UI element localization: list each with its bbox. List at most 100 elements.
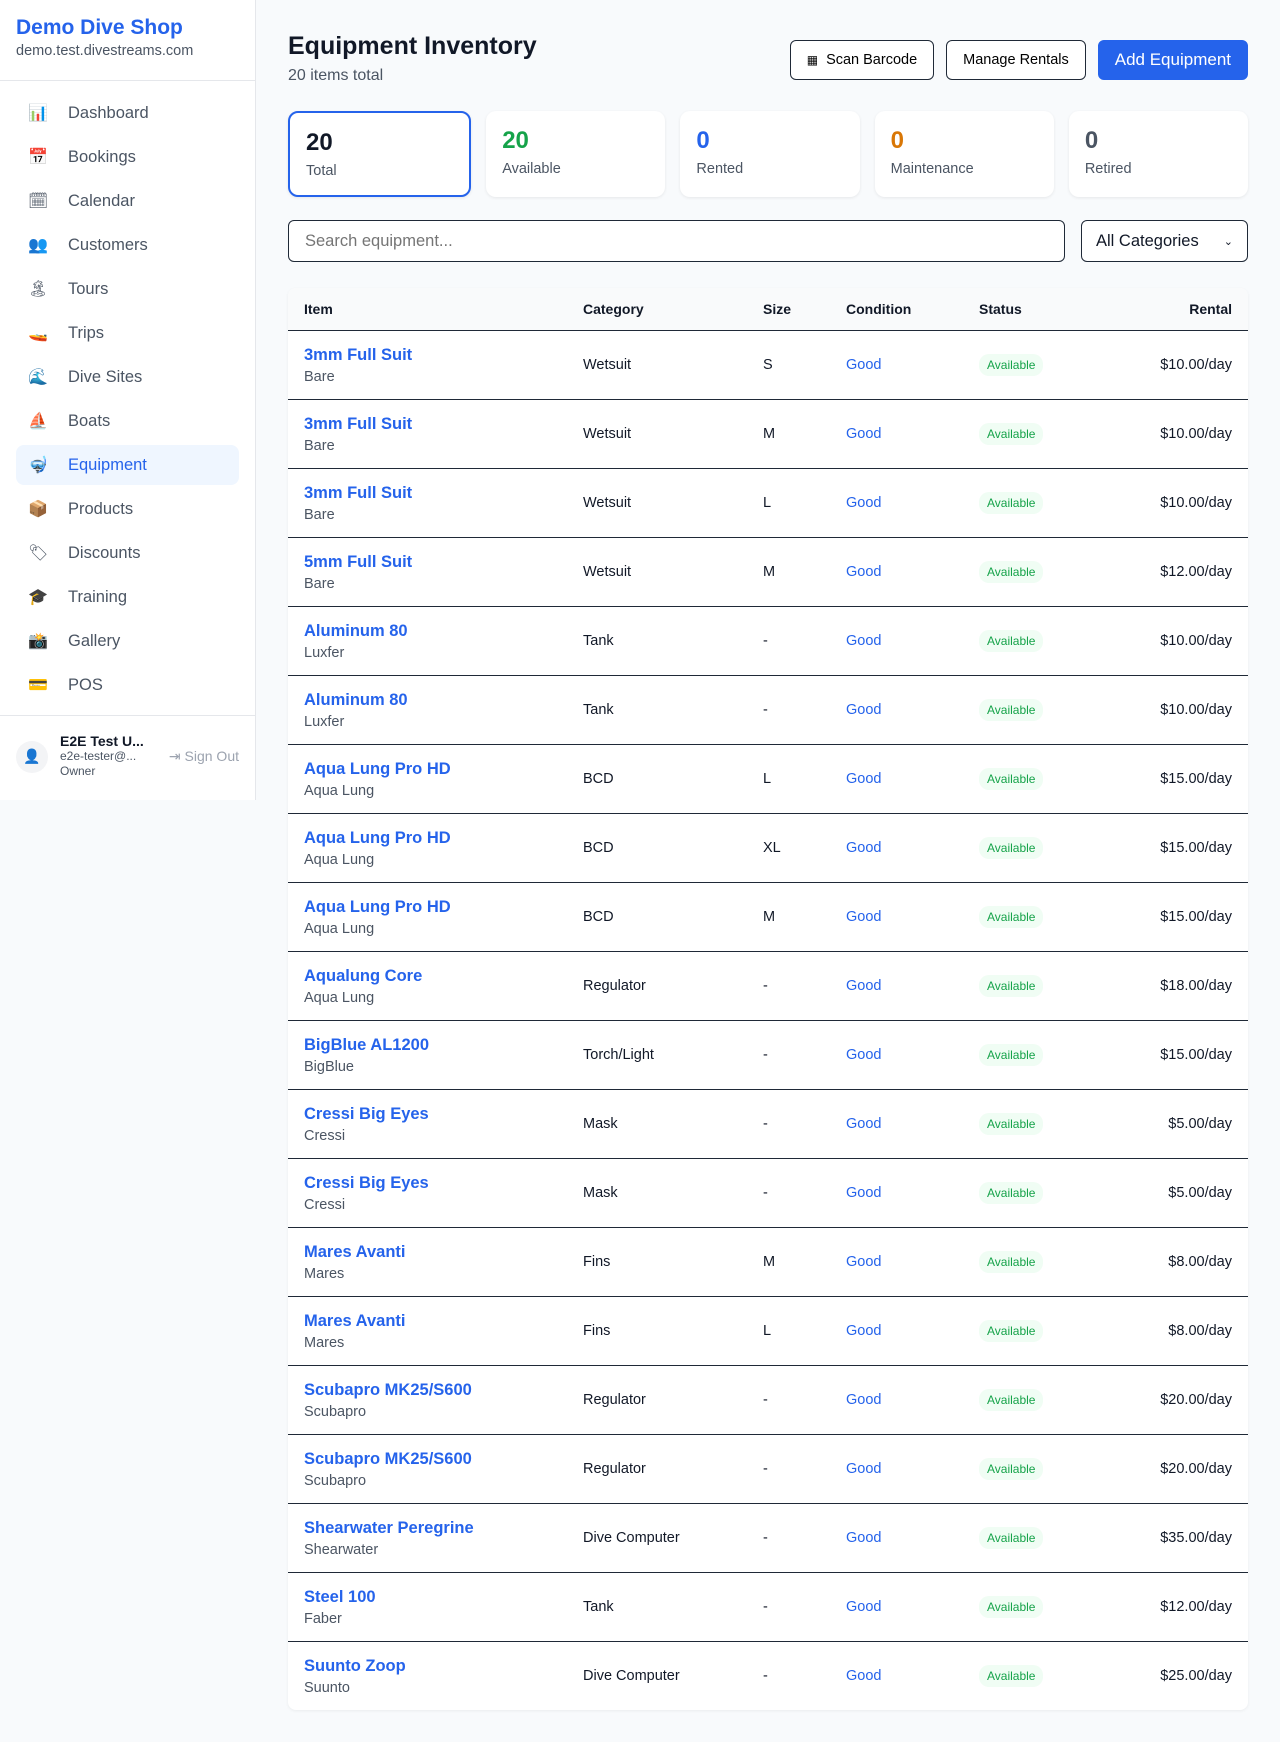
stat-label: Retired [1084, 161, 1132, 177]
table-row: 5mm Full Suit Bare Wetsuit M Good Availab… [288, 537, 1248, 606]
stat-card-rented[interactable]: 0 Rented [680, 111, 860, 197]
item-name-link[interactable]: Mares Avanti [304, 1311, 406, 1330]
sidebar-item-boats[interactable]: ⛵ Boats [16, 401, 239, 441]
item-condition: Good [846, 840, 882, 856]
status-badge: Available [979, 1458, 1044, 1480]
add-equipment-button[interactable]: Add Equipment [1097, 40, 1248, 80]
item-name-link[interactable]: Steel 100 [304, 1587, 376, 1606]
status-badge: Available [979, 1320, 1044, 1342]
item-size: L [763, 771, 772, 787]
sidebar-item-trips[interactable]: 🚤 Trips [16, 313, 239, 353]
sidebar-item-calendar[interactable]: 🗓 Calendar [16, 181, 239, 221]
status-badge: Available [979, 1596, 1044, 1618]
item-category: Tank [583, 1599, 614, 1615]
table-row: Aqua Lung Pro HD Aqua Lung BCD XL Good Av… [288, 813, 1248, 882]
equipment-table: Item Category Size Condition Status Rent… [288, 288, 1248, 1710]
item-category: Wetsuit [583, 495, 632, 511]
item-name-link[interactable]: Mares Avanti [304, 1242, 406, 1261]
item-name-link[interactable]: Aqua Lung Pro HD [304, 759, 451, 778]
item-condition: Good [846, 1116, 882, 1132]
item-name-link[interactable]: Scubapro MK25/S600 [304, 1380, 472, 1399]
search-input[interactable] [288, 220, 1065, 262]
item-condition: Good [846, 771, 882, 787]
item-condition: Good [846, 633, 882, 649]
sidebar-item-discounts[interactable]: 🏷 Discounts [16, 533, 239, 573]
item-condition: Good [846, 1461, 882, 1477]
item-name-link[interactable]: Aqua Lung Pro HD [304, 828, 451, 847]
sidebar-item-bookings[interactable]: 📅 Bookings [16, 137, 239, 177]
header-status: Status [979, 301, 1022, 317]
sidebar-item-label: Tours [68, 279, 109, 298]
sidebar: Demo Dive Shop demo.test.divestreams.com… [0, 0, 256, 800]
item-name-link[interactable]: Suunto Zoop [304, 1656, 406, 1675]
dive-sites-icon: 🌊 [28, 369, 48, 386]
item-name-link[interactable]: Aluminum 80 [304, 690, 408, 709]
item-size: - [763, 633, 768, 649]
item-name-link[interactable]: 3mm Full Suit [304, 414, 413, 433]
item-name-link[interactable]: Cressi Big Eyes [304, 1173, 429, 1192]
sidebar-item-training[interactable]: 🎓 Training [16, 577, 239, 617]
item-rental-price: $15.00/day [1160, 909, 1232, 925]
sidebar-item-equipment[interactable]: 🤿 Equipment [16, 445, 239, 485]
item-name-link[interactable]: Shearwater Peregrine [304, 1518, 474, 1537]
sidebar-item-products[interactable]: 📦 Products [16, 489, 239, 529]
item-name-link[interactable]: 3mm Full Suit [304, 483, 413, 502]
table-row: 3mm Full Suit Bare Wetsuit L Good Availab… [288, 468, 1248, 537]
sidebar-item-dashboard[interactable]: 📊 Dashboard [16, 93, 239, 133]
sidebar-item-pos[interactable]: 💳 POS [16, 665, 239, 705]
item-brand: Scubapro [304, 1472, 367, 1489]
item-rental-price: $25.00/day [1160, 1668, 1232, 1684]
manage-rentals-button[interactable]: Manage Rentals [946, 40, 1086, 80]
table-row: Cressi Big Eyes Cressi Mask - Good Availa… [288, 1158, 1248, 1227]
item-name-link[interactable]: Aluminum 80 [304, 621, 408, 640]
item-brand: Luxfer [304, 644, 345, 661]
dashboard-icon: 📊 [28, 105, 48, 122]
item-brand: Aqua Lung [304, 989, 375, 1006]
item-category: BCD [583, 909, 614, 925]
item-brand: Bare [304, 575, 335, 592]
item-brand: Aqua Lung [304, 782, 375, 799]
item-brand: Shearwater [304, 1541, 379, 1558]
sidebar-item-gallery[interactable]: 📸 Gallery [16, 621, 239, 661]
sign-out-icon: ⇥ [168, 748, 185, 764]
status-badge: Available [979, 561, 1044, 583]
item-size: - [763, 1116, 768, 1132]
status-badge: Available [979, 1389, 1044, 1411]
shop-name[interactable]: Demo Dive Shop [16, 16, 183, 39]
scan-barcode-button[interactable]: ▦ Scan Barcode [789, 40, 935, 80]
header-rental: Rental [1189, 301, 1232, 317]
table-row: Steel 100 Faber Tank - Good Available $12… [288, 1572, 1248, 1641]
item-name-link[interactable]: Aqua Lung Pro HD [304, 897, 451, 916]
table-row: Scubapro MK25/S600 Scubapro Regulator - G… [288, 1365, 1248, 1434]
sidebar-item-label: Bookings [68, 147, 136, 166]
stat-card-total[interactable]: 20 Total [288, 111, 472, 197]
item-name-link[interactable]: 3mm Full Suit [304, 345, 413, 364]
sign-out-button[interactable]: ⇥ Sign Out [169, 748, 239, 765]
item-name-link[interactable]: 5mm Full Suit [304, 552, 413, 571]
item-name-link[interactable]: Scubapro MK25/S600 [304, 1449, 472, 1468]
item-name-link[interactable]: BigBlue AL1200 [304, 1035, 430, 1054]
qr-code-icon: ▦ [806, 53, 819, 67]
sidebar-item-dive-sites[interactable]: 🌊 Dive Sites [16, 357, 239, 397]
sidebar-item-customers[interactable]: 👥 Customers [16, 225, 239, 265]
chevron-down-icon: ⌄ [1223, 235, 1233, 248]
sidebar-item-label: Dive Sites [68, 367, 143, 386]
item-condition: Good [846, 1254, 882, 1270]
item-rental-price: $10.00/day [1160, 702, 1232, 718]
stat-card-available[interactable]: 20 Available [486, 111, 666, 197]
item-category: Regulator [583, 1461, 646, 1477]
stat-card-retired[interactable]: 0 Retired [1068, 111, 1249, 197]
item-name-link[interactable]: Cressi Big Eyes [304, 1104, 429, 1123]
item-condition: Good [846, 495, 882, 511]
category-select[interactable]: All Categories ⌄ [1081, 220, 1248, 262]
status-badge: Available [979, 354, 1044, 376]
sidebar-item-label: Calendar [68, 191, 135, 210]
item-brand: Cressi [304, 1127, 346, 1144]
item-size: - [763, 1599, 768, 1615]
item-name-link[interactable]: Aqualung Core [304, 966, 423, 985]
sidebar-item-label: Customers [68, 235, 148, 254]
stat-card-maintenance[interactable]: 0 Maintenance [874, 111, 1054, 197]
item-size: M [763, 1254, 776, 1270]
status-badge: Available [979, 906, 1044, 928]
sidebar-item-tours[interactable]: 🏝 Tours [16, 269, 239, 309]
